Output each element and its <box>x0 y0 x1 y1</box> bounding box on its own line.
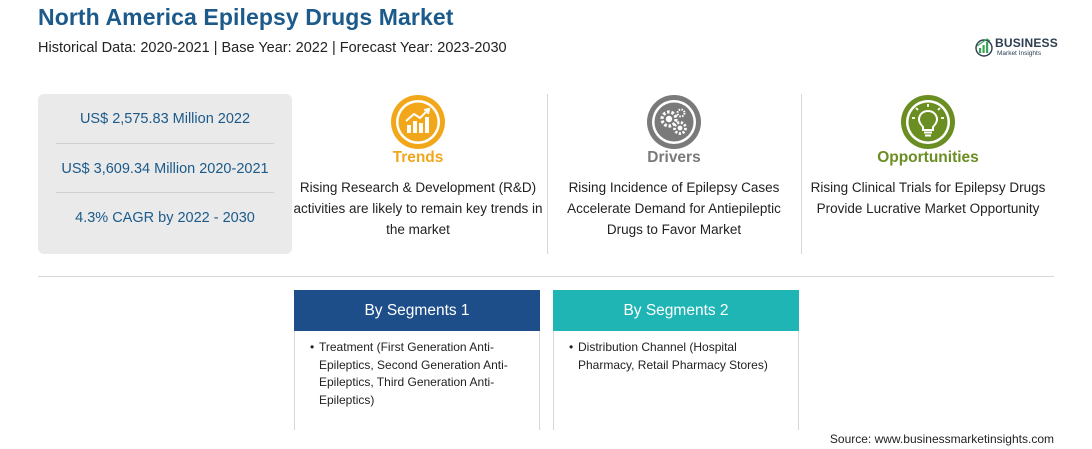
segment-2-text: Distribution Channel (Hospital Pharmacy,… <box>578 340 768 372</box>
stat-market-value-2022: US$ 2,575.83 Million 2022 <box>79 111 251 127</box>
opportunities-text: Rising Clinical Trials for Epilepsy Drug… <box>810 180 1046 216</box>
key-stats-panel: US$ 2,575.83 Million 2022 US$ 3,609.34 M… <box>38 94 292 254</box>
drivers-heading: Drivers <box>647 149 701 166</box>
segment-1-list-item: • Treatment (First Generation Anti-Epile… <box>310 339 526 409</box>
logo-sub-text: Market Insights <box>997 50 1042 57</box>
stat-cagr: 4.3% CAGR by 2022 - 2030 <box>75 210 255 226</box>
trends-heading: Trends <box>392 149 444 166</box>
gears-icon <box>647 95 701 149</box>
segment-2-heading: By Segments 2 <box>553 290 799 331</box>
segment-1-card: By Segments 1 • Treatment (First Generat… <box>294 290 540 430</box>
stat-market-value-historical: US$ 3,609.34 Million 2020-2021 <box>61 161 269 177</box>
column-divider <box>801 94 802 254</box>
drivers-column: Drivers Rising Incidence of Epilepsy Cas… <box>549 94 799 254</box>
segment-1-heading: By Segments 1 <box>294 290 540 331</box>
page-title: North America Epilepsy Drugs Market <box>38 4 454 30</box>
source-note: Source: www.businessmarketinsights.com <box>829 432 1054 446</box>
bullet-icon: • <box>310 340 315 354</box>
segment-1-text: Treatment (First Generation Anti-Epilept… <box>319 340 508 407</box>
bullet-icon: • <box>569 340 574 354</box>
trends-column: Trends Rising Research & Development (R&… <box>293 94 543 254</box>
column-divider <box>547 94 548 254</box>
stat-divider <box>56 143 274 144</box>
segment-2-list-item: • Distribution Channel (Hospital Pharmac… <box>569 339 785 374</box>
trends-text: Rising Research & Development (R&D) acti… <box>293 180 543 237</box>
drivers-text: Rising Incidence of Epilepsy Cases Accel… <box>567 180 781 237</box>
opportunities-heading: Opportunities <box>877 149 979 166</box>
page-subtitle: Historical Data: 2020-2021 | Base Year: … <box>38 40 507 56</box>
segment-2-card: By Segments 2 • Distribution Channel (Ho… <box>553 290 799 430</box>
opportunities-column: Opportunities Rising Clinical Trials for… <box>803 94 1053 254</box>
section-divider <box>38 276 1054 277</box>
logo-globe-icon <box>975 38 993 57</box>
business-market-insights-logo: BUSINESS Market Insights <box>975 35 1065 61</box>
lightbulb-icon <box>901 95 955 149</box>
stat-divider <box>56 192 274 193</box>
logo-main-text: BUSINESS <box>995 36 1058 50</box>
chart-growth-icon <box>391 95 445 149</box>
